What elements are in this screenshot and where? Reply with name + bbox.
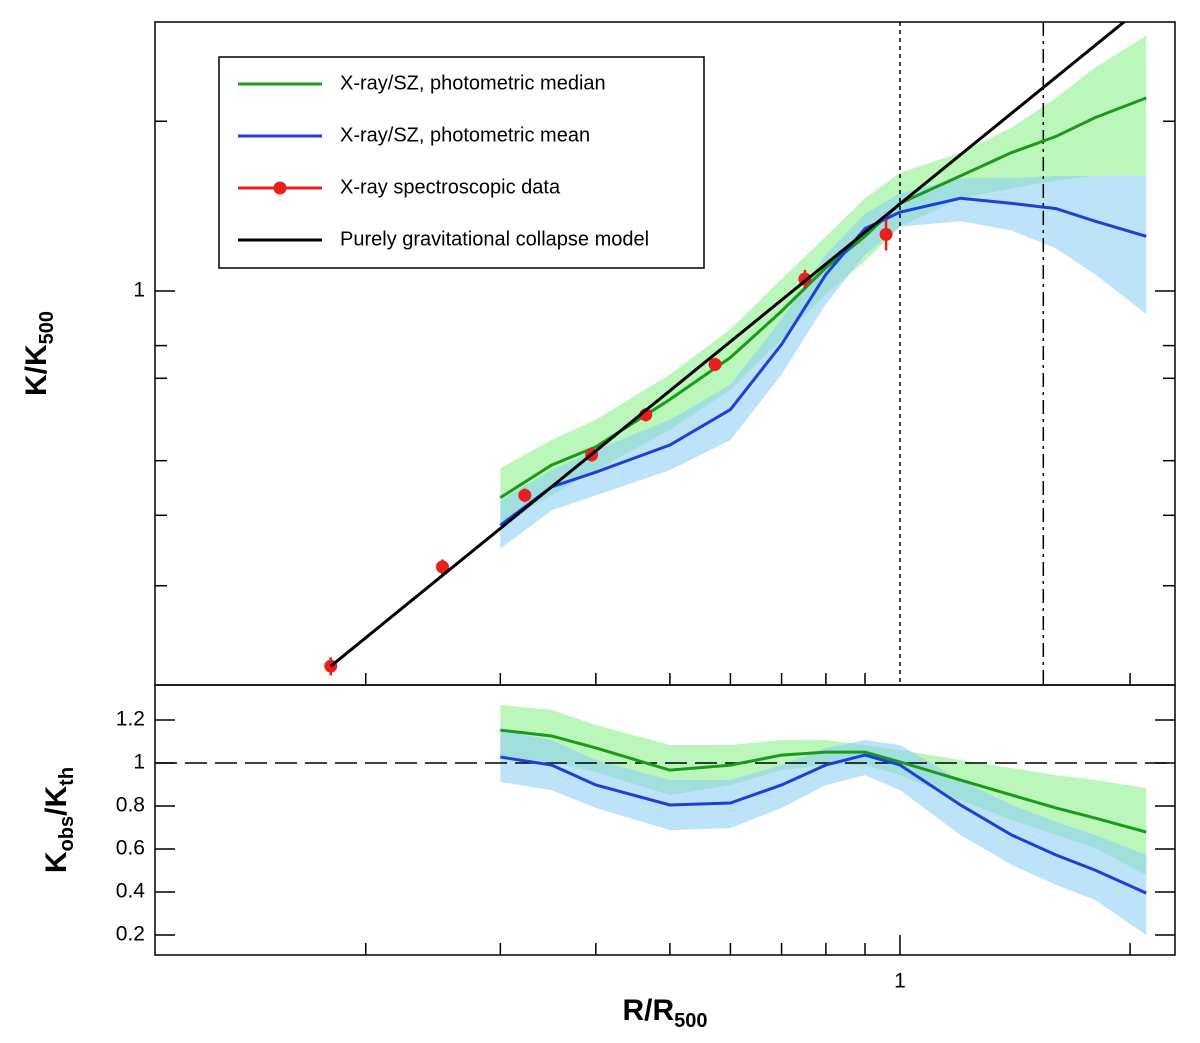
y-tick-label: 1.2 bbox=[116, 708, 145, 731]
y-tick-label: 1 bbox=[133, 751, 145, 774]
series-line bbox=[500, 728, 1147, 834]
label-part: obs bbox=[56, 816, 78, 852]
label-part: 500 bbox=[674, 1010, 707, 1032]
series-line bbox=[329, 22, 1127, 668]
series-line bbox=[500, 753, 1147, 895]
legend-label: Purely gravitational collapse model bbox=[340, 228, 649, 250]
legend-label: X-ray/SZ, photometric median bbox=[340, 72, 606, 94]
data-point bbox=[518, 488, 532, 502]
uncertainty-band bbox=[500, 175, 1147, 549]
label-part: K/K bbox=[20, 344, 53, 396]
uncertainty-band bbox=[500, 730, 1147, 936]
y-tick-label: 1 bbox=[133, 279, 145, 302]
x-axis-label: R/R500 bbox=[622, 994, 707, 1032]
label-part: R/R bbox=[622, 994, 674, 1027]
series-line bbox=[499, 196, 1147, 527]
y-tick-label: 0.4 bbox=[116, 880, 146, 903]
plot-area bbox=[155, 704, 1175, 936]
data-point bbox=[435, 560, 449, 574]
legend-box bbox=[218, 56, 705, 269]
data-point bbox=[708, 357, 722, 371]
data-point bbox=[879, 227, 893, 241]
y-tick-label: 0.8 bbox=[116, 794, 145, 817]
y-tick-label: 0.2 bbox=[116, 923, 145, 946]
label-part: K bbox=[40, 851, 73, 873]
label-part: 500 bbox=[36, 311, 58, 344]
y-axis-label: Kobs/Kth bbox=[40, 767, 78, 873]
plot-area bbox=[324, 22, 1147, 685]
y-tick-label: 0.6 bbox=[116, 837, 145, 860]
x-tick-label: 1 bbox=[894, 970, 906, 993]
plot-frame bbox=[154, 684, 1176, 956]
y-axis-label: K/K500 bbox=[20, 311, 58, 396]
legend-label: X-ray spectroscopic data bbox=[340, 176, 561, 198]
legend-marker bbox=[273, 181, 287, 195]
label-part: th bbox=[56, 767, 78, 786]
legend-label: X-ray/SZ, photometric mean bbox=[340, 124, 590, 146]
label-part: /K bbox=[40, 785, 73, 815]
uncertainty-band bbox=[500, 704, 1147, 876]
